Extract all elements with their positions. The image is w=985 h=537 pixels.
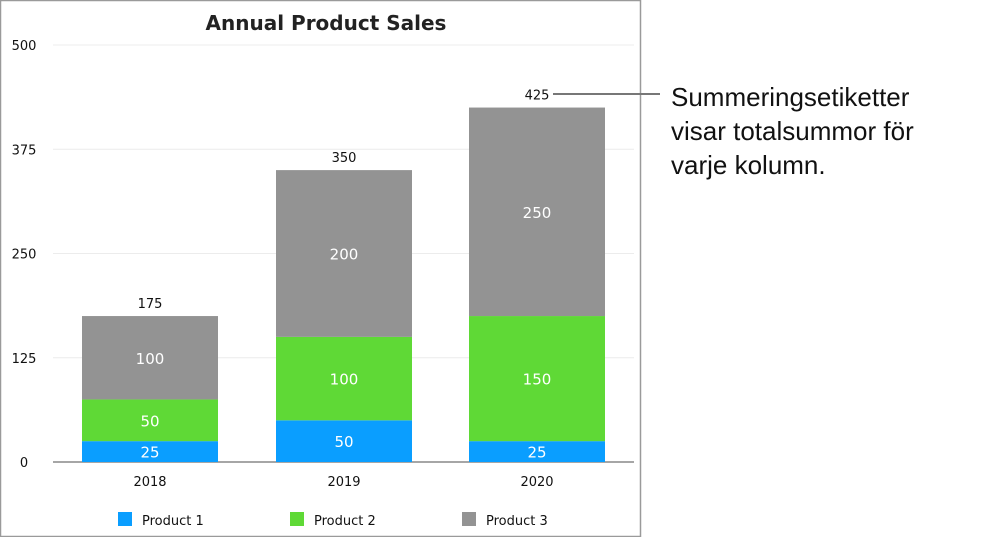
callout-line: visar totalsummor för bbox=[671, 116, 914, 146]
bar-segment bbox=[82, 316, 218, 400]
legend-swatch bbox=[290, 512, 304, 526]
segment-value-label: 250 bbox=[523, 204, 552, 222]
y-tick-label: 375 bbox=[12, 143, 37, 158]
bar-segment bbox=[82, 399, 218, 442]
total-label: 425 bbox=[525, 89, 550, 104]
callout-text: Summeringsetiketter visar totalsummor fö… bbox=[671, 80, 914, 182]
legend-label: Product 1 bbox=[142, 514, 204, 529]
x-tick-label: 2020 bbox=[520, 475, 553, 490]
segment-value-label: 25 bbox=[140, 444, 159, 462]
x-tick-label: 2018 bbox=[133, 475, 166, 490]
y-tick-label: 125 bbox=[12, 352, 37, 367]
chart-title: Annual Product Sales bbox=[206, 11, 447, 35]
legend-swatch bbox=[462, 512, 476, 526]
total-label: 350 bbox=[332, 151, 357, 166]
legend-label: Product 3 bbox=[486, 514, 548, 529]
x-tick-label: 2019 bbox=[327, 475, 360, 490]
bar-segment bbox=[469, 316, 605, 442]
bar-segment bbox=[469, 441, 605, 462]
segment-value-label: 50 bbox=[140, 412, 159, 430]
bar-segment bbox=[82, 441, 218, 462]
y-tick-label: 250 bbox=[12, 248, 37, 263]
segment-value-label: 50 bbox=[334, 433, 353, 451]
total-label: 175 bbox=[138, 297, 163, 312]
segment-value-label: 100 bbox=[136, 350, 165, 368]
callout-line: Summeringsetiketter bbox=[671, 82, 910, 112]
y-tick-label: 0 bbox=[20, 456, 28, 471]
bar-segment bbox=[469, 107, 605, 317]
bar-segment bbox=[276, 170, 412, 337]
legend-swatch bbox=[118, 512, 132, 526]
legend-label: Product 2 bbox=[314, 514, 376, 529]
bar-segment bbox=[276, 420, 412, 462]
y-tick-label: 500 bbox=[12, 39, 37, 54]
callout-line: varje kolumn. bbox=[671, 150, 826, 180]
segment-value-label: 100 bbox=[330, 371, 359, 389]
bar-segment bbox=[276, 336, 412, 421]
segment-value-label: 150 bbox=[523, 371, 552, 389]
segment-value-label: 200 bbox=[330, 246, 359, 264]
segment-value-label: 25 bbox=[527, 444, 546, 462]
